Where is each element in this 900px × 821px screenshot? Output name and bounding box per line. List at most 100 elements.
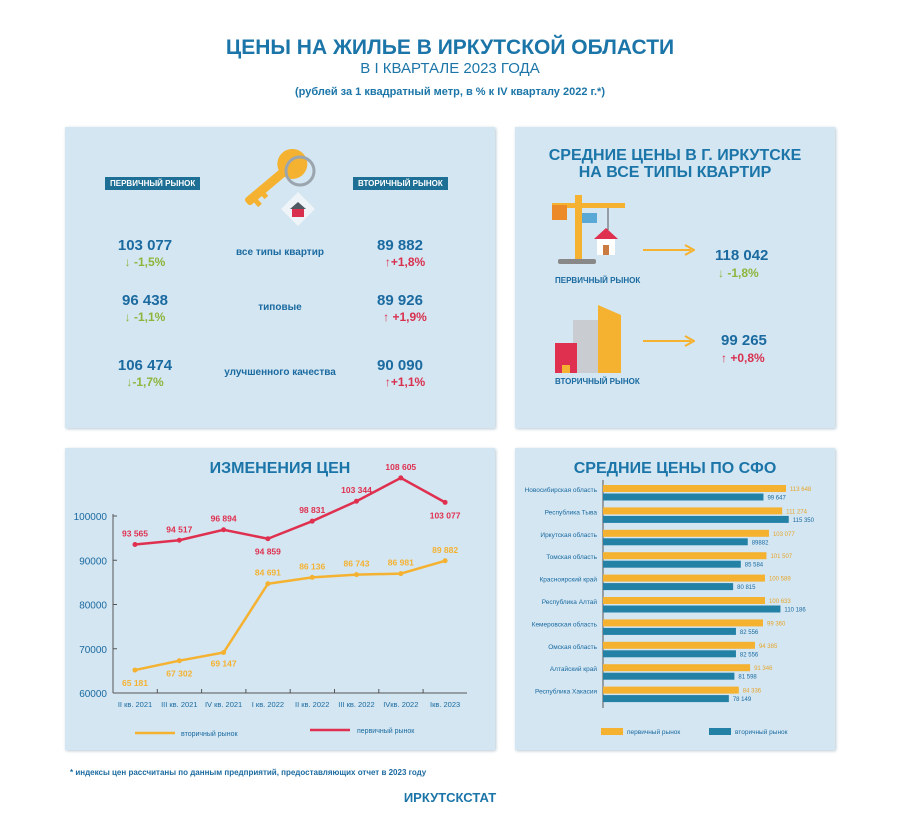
- legend-label: вторичный рынок: [181, 730, 238, 738]
- data-label: 94 517: [166, 524, 192, 534]
- sfo-prices-panel: СРЕДНИЕ ЦЕНЫ ПО СФО Новосибирская област…: [515, 448, 835, 750]
- x-tick-label: I кв. 2022: [252, 700, 284, 709]
- data-point: [221, 527, 227, 533]
- bar-value-label: 82 556: [740, 652, 759, 658]
- key-icon: [245, 148, 316, 226]
- data-label: 98 831: [299, 505, 325, 515]
- data-label: 86 981: [388, 558, 414, 568]
- bar-value-label: 99 360: [767, 621, 786, 627]
- data-point: [132, 667, 138, 673]
- bar-primary: [603, 507, 783, 515]
- bar-value-label: 91 346: [754, 666, 773, 672]
- category-label: Кемеровская область: [532, 620, 598, 628]
- page-subtitle: В I КВАРТАЛЕ 2023 ГОДА: [360, 60, 540, 77]
- data-label: 89 882: [432, 545, 458, 555]
- city-secondary-change: ↑ +0,8%: [721, 351, 765, 365]
- primary-market-tag: ПЕРВИЧНЫЙ РЫНОК: [105, 177, 201, 190]
- secondary-price: 89 926: [377, 292, 423, 309]
- series-line-primary: [134, 476, 446, 546]
- data-point: [265, 536, 271, 542]
- data-label: 84 691: [255, 568, 281, 578]
- legend-label: первичный рынок: [357, 727, 415, 735]
- data-point: [398, 571, 404, 577]
- primary-price: 96 438: [122, 292, 168, 309]
- buildings-icon: [555, 305, 621, 373]
- bar-value-label: 103 077: [773, 532, 795, 538]
- bar-value-label: 100 633: [769, 599, 791, 605]
- y-tick-label: 100000: [74, 512, 108, 523]
- primary-price: 106 474: [117, 357, 173, 374]
- data-label: 103 077: [430, 510, 461, 520]
- bar-secondary: [603, 515, 789, 523]
- city-primary-label: ПЕРВИЧНЫЙ РЫНОК: [555, 276, 641, 285]
- category-label: Иркутская область: [540, 531, 597, 539]
- bar-secondary: [603, 493, 764, 501]
- bar-primary: [603, 552, 767, 560]
- secondary-market-tag: ВТОРИЧНЫЙ РЫНОК: [353, 177, 448, 190]
- data-point: [221, 650, 227, 656]
- secondary-price: 90 090: [377, 357, 423, 374]
- bar-value-label: 89882: [752, 540, 769, 546]
- source: ИРКУТСКСТАТ: [403, 790, 497, 805]
- data-point: [132, 541, 138, 547]
- x-tick-label: Iкв. 2023: [430, 700, 460, 709]
- y-tick-label: 60000: [79, 689, 107, 700]
- x-tick-label: III кв. 2021: [161, 700, 197, 709]
- data-point: [309, 574, 315, 580]
- bar-primary: [603, 619, 763, 627]
- bar-value-label: 99 647: [767, 496, 786, 502]
- bar-value-label: 111 274: [786, 509, 807, 515]
- bar-value-label: 94 385: [759, 644, 778, 650]
- data-point: [265, 581, 271, 587]
- category-label: Республика Хакасия: [535, 688, 597, 696]
- crane-icon: [552, 195, 625, 264]
- bar-value-label: 84 336: [743, 689, 762, 695]
- primary-change: ↓ -1,1%: [124, 310, 166, 324]
- data-label: 94 859: [255, 547, 281, 557]
- line-chart: 60000 70000 80000 90000 100000 II кв. 2021 III…: [74, 462, 467, 738]
- legend-swatch-primary: [601, 728, 623, 735]
- y-tick-label: 70000: [79, 645, 107, 656]
- bar-primary: [603, 641, 755, 649]
- units-note: (рублей за 1 квадратный метр, в % к IV к…: [295, 86, 605, 98]
- city-secondary-label: ВТОРИЧНЫЙ РЫНОК: [555, 377, 640, 386]
- x-tick-label: II кв. 2021: [118, 700, 152, 709]
- primary-price: 103 077: [117, 237, 173, 254]
- bar-chart-title: СРЕДНИЕ ЦЕНЫ ПО СФО: [573, 460, 777, 477]
- legend-label: первичный рынок: [627, 728, 680, 736]
- bar-primary: [603, 529, 769, 537]
- bar-primary: [603, 664, 751, 672]
- footnote: * индексы цен рассчитаны по данным предп…: [70, 768, 427, 777]
- x-tick-label: IVкв. 2022: [383, 700, 418, 709]
- data-point: [442, 499, 448, 505]
- data-point: [176, 658, 182, 664]
- bar-value-label: 78 149: [733, 697, 752, 703]
- data-point: [309, 518, 315, 524]
- secondary-change: ↑ +1,9%: [383, 310, 427, 324]
- category-label: Республика Алтай: [542, 598, 598, 606]
- secondary-change: ↑+1,8%: [384, 255, 426, 269]
- data-label: 108 605: [385, 462, 416, 472]
- bar-value-label: 82 556: [740, 630, 759, 636]
- category-label: Омская область: [548, 643, 597, 651]
- bar-chart: Новосибирская область 113 648 99 647 Респуб…: [525, 480, 815, 736]
- city-title-line2: НА ВСЕ ТИПЫ КВАРТИР: [578, 164, 772, 181]
- data-point: [354, 572, 359, 578]
- data-label: 96 894: [211, 514, 237, 524]
- bar-secondary: [603, 672, 735, 680]
- bar-value-label: 80 815: [737, 585, 756, 591]
- legend-swatch-secondary: [709, 728, 731, 735]
- city-primary-value: 118 042: [715, 247, 769, 264]
- bar-value-label: 81 598: [738, 675, 757, 681]
- y-tick-label: 80000: [79, 601, 107, 612]
- bar-value-label: 115 350: [793, 518, 815, 524]
- secondary-change: ↑+1,1%: [384, 375, 426, 389]
- bar-secondary: [603, 650, 736, 658]
- series-line-secondary: [134, 559, 446, 672]
- bar-primary: [603, 686, 739, 694]
- data-point: [442, 558, 448, 564]
- line-chart-title: ИЗМЕНЕНИЯ ЦЕН: [209, 460, 351, 477]
- apartment-type-label: типовые: [258, 302, 302, 313]
- primary-change: ↓ -1,5%: [124, 255, 166, 269]
- arrow-right-icon: [643, 244, 695, 256]
